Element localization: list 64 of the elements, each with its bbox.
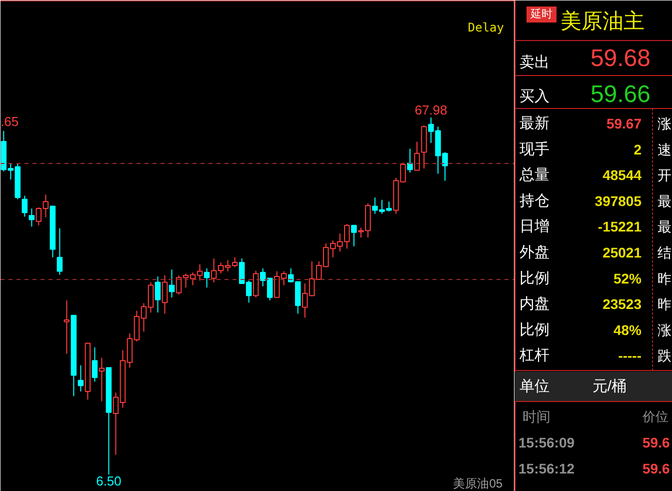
text: 元/桶 bbox=[592, 378, 627, 395]
candlestick bbox=[407, 148, 413, 174]
text: 59.66 bbox=[590, 81, 651, 108]
text: 跌 bbox=[658, 348, 672, 364]
candlestick bbox=[252, 270, 259, 298]
candlestick bbox=[414, 141, 420, 171]
text: 日增 bbox=[520, 218, 550, 236]
text: 25021 bbox=[602, 244, 642, 260]
candlestick bbox=[28, 208, 35, 228]
text: ----- bbox=[618, 348, 642, 364]
text: 23523 bbox=[602, 296, 642, 312]
annotation: 6.50 bbox=[96, 474, 122, 488]
text: 美原油05 bbox=[453, 476, 503, 490]
text: 昨 bbox=[658, 270, 672, 286]
candlestick bbox=[22, 195, 28, 218]
text: 单位 bbox=[520, 378, 550, 395]
text: 杠杆 bbox=[518, 347, 550, 364]
text: 397805 bbox=[594, 192, 642, 209]
text: 外盘 bbox=[520, 244, 550, 261]
text: 59.6 bbox=[642, 460, 670, 476]
text: 内盘 bbox=[520, 296, 550, 313]
text: 2 bbox=[634, 141, 642, 158]
text: 涨 bbox=[658, 322, 672, 338]
text: 48544 bbox=[602, 167, 642, 184]
text: 价位 bbox=[642, 409, 668, 424]
candlestick bbox=[168, 269, 175, 298]
candlestick bbox=[154, 276, 161, 313]
text: 最 bbox=[658, 192, 672, 209]
text: 速 bbox=[658, 141, 672, 158]
text: 比例 bbox=[520, 321, 550, 338]
candlestick bbox=[351, 224, 357, 247]
candlestick bbox=[64, 300, 70, 354]
text: 卖出 bbox=[520, 54, 550, 71]
text: 59.68 bbox=[590, 45, 651, 72]
text: 买入 bbox=[520, 88, 550, 105]
text: 持仓 bbox=[520, 192, 550, 210]
text: 15:56:09 bbox=[518, 434, 575, 450]
text: 开 bbox=[658, 167, 672, 184]
text: 59.67 bbox=[606, 116, 642, 132]
text: Delay bbox=[468, 20, 504, 34]
text: 延时 bbox=[530, 8, 552, 20]
text: 现手 bbox=[520, 140, 550, 158]
candlestick bbox=[92, 346, 98, 382]
candlestick bbox=[162, 274, 168, 314]
text: -15221 bbox=[598, 218, 642, 235]
text: 59.6 bbox=[642, 434, 670, 450]
text: 比例 bbox=[520, 270, 550, 287]
text: 最 bbox=[658, 218, 672, 235]
candlestick bbox=[78, 364, 84, 392]
candlestick bbox=[56, 228, 63, 276]
candlestick bbox=[204, 268, 210, 288]
text: 总量 bbox=[518, 166, 550, 184]
text: 涨 bbox=[658, 116, 672, 132]
text: 15:56:12 bbox=[518, 460, 575, 476]
text: 昨 bbox=[658, 296, 672, 312]
text: 52% bbox=[613, 270, 642, 286]
text: 最新 bbox=[520, 115, 550, 132]
annotation: 67.98 bbox=[414, 102, 448, 118]
annotation: .65 bbox=[0, 114, 19, 129]
text: 美原油主 bbox=[560, 10, 644, 33]
text: 48% bbox=[613, 322, 642, 338]
candlestick bbox=[98, 357, 105, 402]
text: 结 bbox=[658, 244, 672, 260]
text: 时间 bbox=[522, 408, 550, 424]
